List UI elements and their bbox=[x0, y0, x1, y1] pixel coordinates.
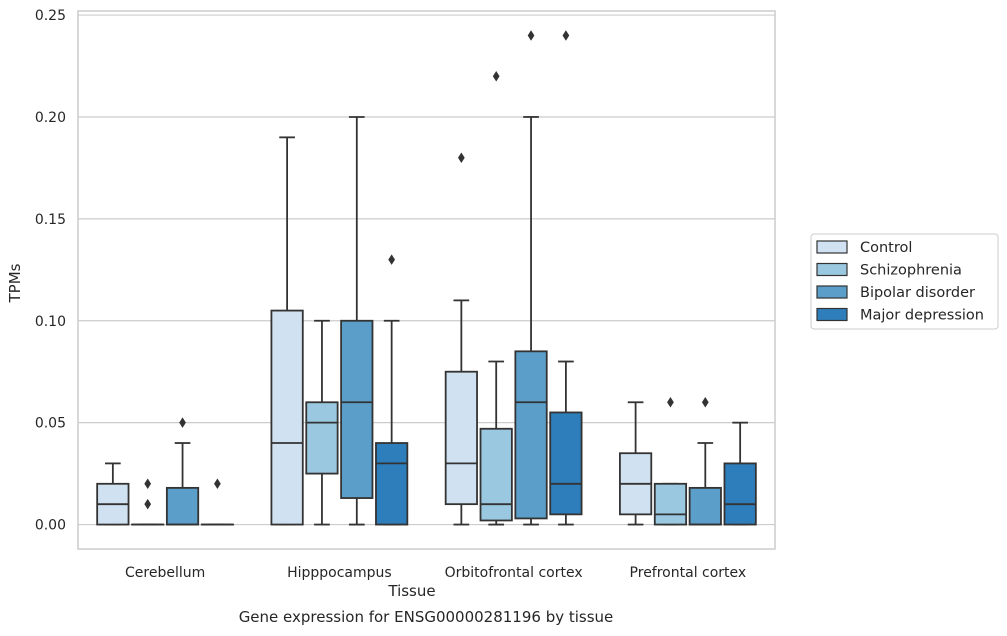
legend-label: Schizophrenia bbox=[860, 263, 962, 279]
y-tick-label: 0.00 bbox=[35, 518, 66, 534]
box-1-3 bbox=[653, 397, 688, 526]
x-tick-label: Prefrontal cortex bbox=[630, 565, 747, 581]
box-3-2 bbox=[549, 30, 583, 526]
outlier-point bbox=[457, 152, 465, 163]
box-body bbox=[340, 319, 374, 499]
box-0-2 bbox=[444, 152, 478, 526]
box-body bbox=[653, 482, 688, 526]
box-body bbox=[165, 486, 200, 526]
y-tick-label: 0.05 bbox=[35, 416, 66, 432]
box-3-3 bbox=[723, 421, 757, 526]
y-tick-labels: 0.00 0.05 0.10 0.15 0.20 0.25 bbox=[35, 8, 66, 533]
x-tick-label: Hipppocampus bbox=[287, 565, 392, 581]
legend-label: Major depression bbox=[860, 308, 984, 324]
box-body bbox=[549, 411, 583, 516]
boxes bbox=[96, 30, 757, 526]
box-0-1 bbox=[270, 136, 304, 526]
plot-area bbox=[77, 10, 776, 550]
y-tick-label: 0.15 bbox=[35, 212, 66, 228]
outlier-point bbox=[667, 397, 674, 408]
box-body bbox=[444, 370, 478, 506]
box-0-3 bbox=[619, 401, 653, 526]
box-3-1 bbox=[375, 254, 409, 526]
box-1-1 bbox=[305, 319, 339, 526]
box-1-2 bbox=[479, 70, 513, 526]
box-body bbox=[305, 401, 339, 475]
box-1-0 bbox=[131, 478, 165, 526]
box-body bbox=[723, 462, 757, 526]
outlier-point bbox=[214, 478, 221, 490]
box-body bbox=[514, 350, 548, 520]
x-axis-title: Tissue bbox=[387, 582, 435, 600]
legend-label: Bipolar disorder bbox=[860, 285, 975, 301]
x-tick-label: Cerebellum bbox=[125, 565, 205, 581]
box-2-0 bbox=[165, 417, 200, 526]
y-tick-label: 0.20 bbox=[35, 110, 66, 126]
y-tick-label: 0.10 bbox=[35, 314, 66, 330]
outlier-point bbox=[144, 478, 152, 490]
outlier-point bbox=[388, 254, 396, 265]
box-2-1 bbox=[340, 116, 374, 526]
legend-swatch bbox=[816, 285, 848, 299]
box-2-2 bbox=[514, 30, 548, 526]
outlier-point bbox=[527, 30, 535, 41]
legend-swatch bbox=[816, 240, 848, 254]
box-body bbox=[270, 309, 304, 526]
box-2-3 bbox=[688, 397, 722, 526]
legend: Control Schizophrenia Bipolar disorder Majo… bbox=[810, 233, 999, 330]
chart-title: Gene expression for ENSG00000281196 by t… bbox=[239, 608, 614, 626]
outlier-point bbox=[492, 70, 500, 82]
x-tick-label: Orbitofrontal cortex bbox=[445, 565, 583, 581]
legend-frame bbox=[810, 233, 999, 330]
legend-label: Control bbox=[860, 240, 912, 256]
x-tick-labels: Cerebellum Hipppocampus Orbitofrontal cort… bbox=[125, 565, 746, 581]
box-0-0 bbox=[96, 462, 130, 526]
box-body bbox=[375, 442, 409, 526]
legend-swatch bbox=[816, 262, 848, 277]
outlier-point bbox=[562, 30, 570, 41]
box-body bbox=[688, 486, 722, 526]
y-tick-label: 0.25 bbox=[35, 8, 66, 24]
outlier-point bbox=[179, 417, 186, 428]
box-body bbox=[479, 427, 513, 522]
box-3-0 bbox=[200, 478, 234, 526]
outlier-point bbox=[144, 498, 152, 510]
y-axis-title: TPMs bbox=[6, 263, 24, 303]
legend-swatch bbox=[816, 307, 848, 322]
outlier-point bbox=[701, 397, 709, 408]
